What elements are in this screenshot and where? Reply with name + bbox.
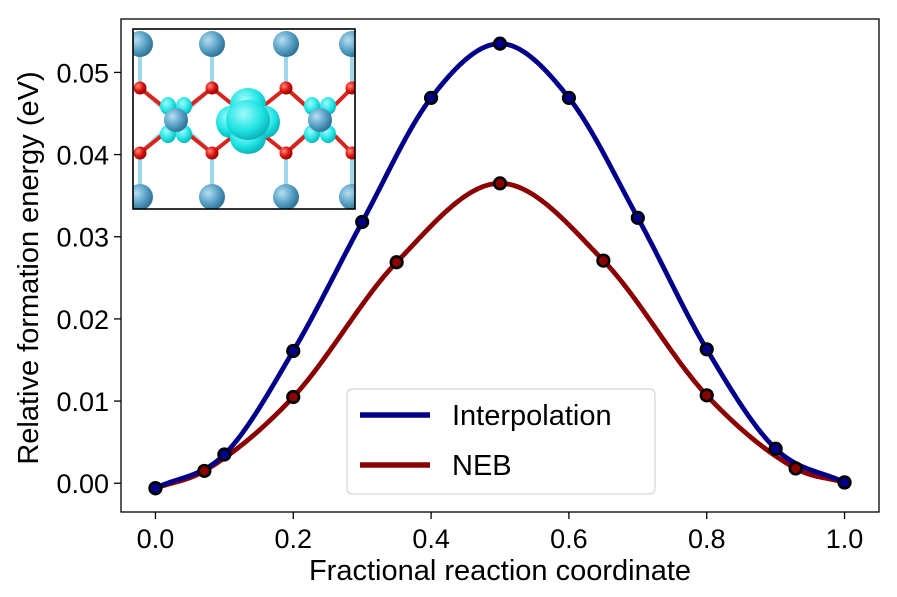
axis-ticks: 0.0 0.2 0.4 0.6 0.8 1.0 0.00 0.01 0.02 0.03 0.04 0.… <box>56 58 863 554</box>
data-point-interpolation <box>699 342 714 357</box>
legend-label-interpolation: Interpolation <box>452 400 612 432</box>
y-tick-label: 0.00 <box>56 469 109 499</box>
data-point-interpolation <box>630 210 645 225</box>
data-point-interpolation <box>286 343 301 359</box>
data-point-neb <box>699 388 714 403</box>
y-tick-label: 0.01 <box>56 387 109 417</box>
x-tick-label: 1.0 <box>826 524 864 554</box>
y-tick-label: 0.03 <box>56 223 109 253</box>
data-point-interpolation <box>492 36 508 51</box>
inset-structure-image <box>132 28 356 210</box>
data-point-interpolation <box>217 447 232 462</box>
plot-frame <box>120 18 880 513</box>
x-axis-title: Fractional reaction coordinate <box>309 555 691 587</box>
legend-label-neb: NEB <box>452 450 512 482</box>
data-point-neb <box>197 463 212 479</box>
x-tick-label: 0.8 <box>688 524 726 554</box>
legend: Interpolation NEB <box>346 388 656 495</box>
x-tick-label: 0.4 <box>412 524 450 554</box>
data-point-neb <box>596 253 611 268</box>
y-axis-title: Relative formation energy (eV) <box>13 71 45 464</box>
x-tick-label: 0.0 <box>137 524 175 554</box>
data-point-neb <box>492 176 508 191</box>
data-point-interpolation <box>561 90 577 105</box>
data-point-neb <box>286 389 301 405</box>
data-point-interpolation <box>768 441 783 456</box>
y-tick-label: 0.05 <box>56 58 109 88</box>
x-tick-label: 0.2 <box>274 524 312 554</box>
y-tick-label: 0.04 <box>56 141 109 171</box>
series-markers <box>148 36 852 496</box>
data-point-interpolation <box>355 214 370 230</box>
data-point-interpolation <box>148 481 163 496</box>
data-point-neb <box>389 255 404 270</box>
y-tick-label: 0.02 <box>56 305 109 335</box>
data-point-interpolation <box>837 475 852 490</box>
data-point-interpolation <box>423 90 439 105</box>
data-point-neb <box>788 461 803 476</box>
x-tick-label: 0.6 <box>550 524 588 554</box>
